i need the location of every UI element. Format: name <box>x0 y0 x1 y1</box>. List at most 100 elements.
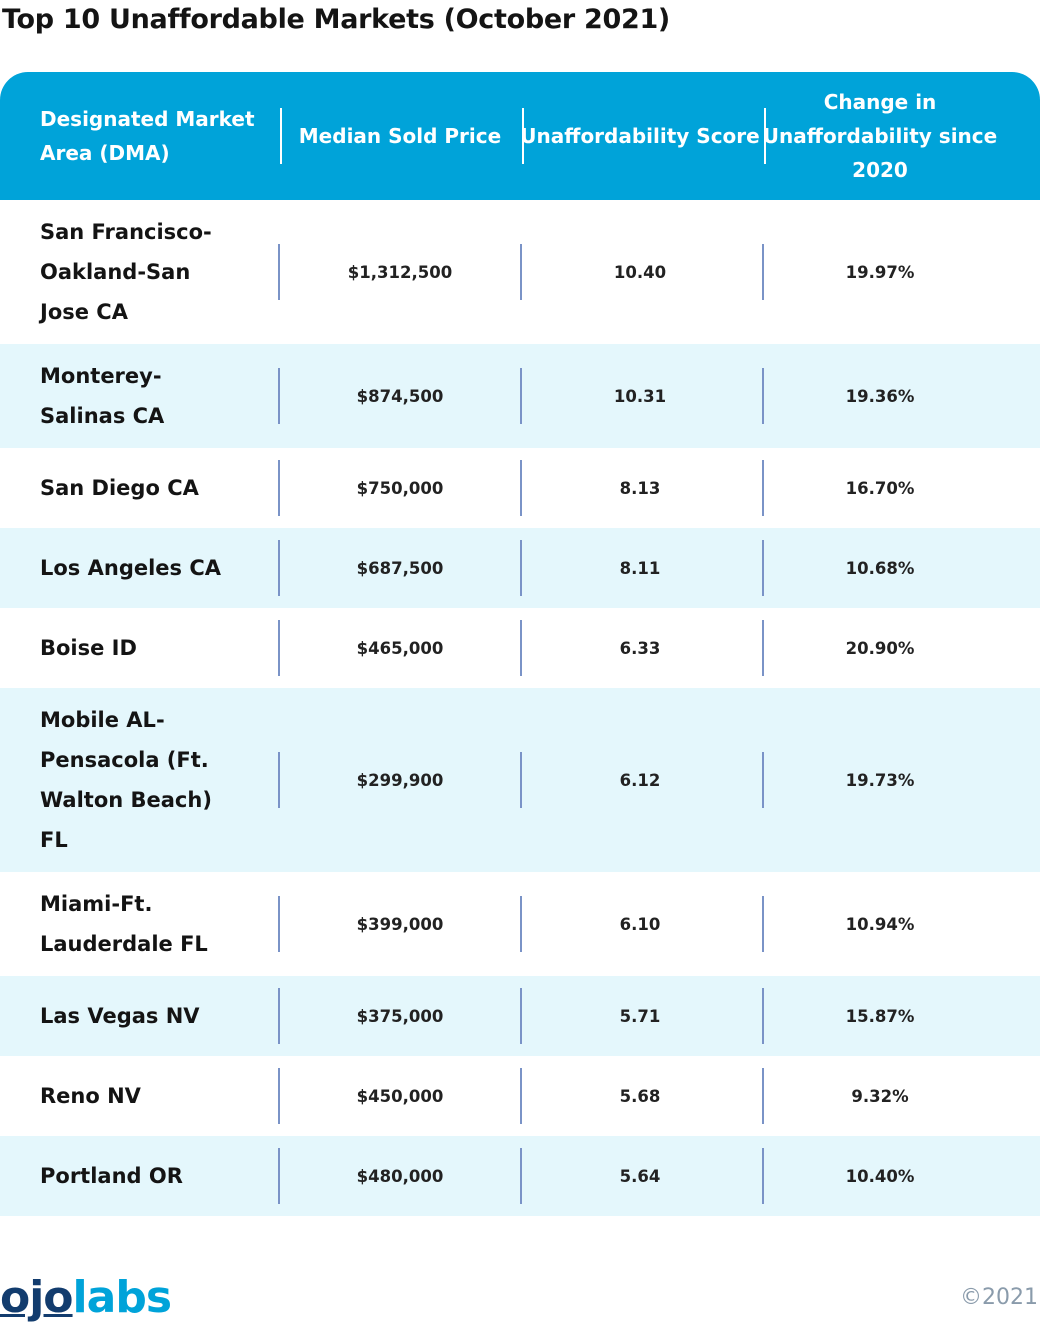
cell-value: 19.73% <box>845 770 915 790</box>
cell-value: $450,000 <box>356 1086 444 1106</box>
cell-dma: Los Angeles CA <box>40 528 276 608</box>
cell-score: 10.40 <box>520 200 760 344</box>
column-divider <box>762 620 764 676</box>
column-divider <box>762 540 764 596</box>
cell-change: 10.94% <box>762 872 998 976</box>
cell-value: 5.71 <box>619 1006 661 1026</box>
column-divider <box>278 620 280 676</box>
cell-median-price: $450,000 <box>282 1056 518 1136</box>
cell-dma: Las Vegas NV <box>40 976 276 1056</box>
market-name: Miami-Ft. Lauderdale FL <box>40 892 208 956</box>
cell-change: 9.32% <box>762 1056 998 1136</box>
column-divider <box>520 988 522 1044</box>
column-divider <box>520 244 522 300</box>
header-divider <box>522 108 524 164</box>
cell-value: $687,500 <box>356 558 444 578</box>
header-dma: Designated Market Area (DMA) <box>40 72 276 200</box>
column-divider <box>278 540 280 596</box>
column-divider <box>520 1148 522 1204</box>
cell-score: 10.31 <box>520 344 760 448</box>
cell-score: 5.68 <box>520 1056 760 1136</box>
cell-median-price: $299,900 <box>282 688 518 872</box>
cell-change: 19.36% <box>762 344 998 448</box>
header-change: Change in Unaffordability since 2020 <box>762 72 998 200</box>
cell-value: 10.68% <box>845 558 915 578</box>
chart-title: Top 10 Unaffordable Markets (October 202… <box>2 4 670 35</box>
column-divider <box>762 896 764 952</box>
cell-change: 20.90% <box>762 608 998 688</box>
logo-labs: labs <box>72 1272 172 1323</box>
table-row: Miami-Ft. Lauderdale FL $399,000 6.10 10.94… <box>0 872 1040 976</box>
cell-value: 19.97% <box>845 262 915 282</box>
cell-dma: Portland OR <box>40 1136 276 1216</box>
header-score-label: Unaffordability Score <box>520 124 760 148</box>
cell-value: 10.94% <box>845 914 915 934</box>
table-row: San Diego CA $750,000 8.13 16.70% <box>0 448 1040 528</box>
column-divider <box>762 460 764 516</box>
markets-table: Designated Market Area (DMA) Median Sold … <box>0 72 1040 1216</box>
cell-dma: Mobile AL-Pensacola (Ft. Walton Beach) F… <box>40 688 276 872</box>
cell-dma: Reno NV <box>40 1056 276 1136</box>
cell-value: $874,500 <box>356 386 444 406</box>
column-divider <box>278 368 280 424</box>
cell-change: 19.73% <box>762 688 998 872</box>
ojolabs-logo: ojolabs <box>0 1272 172 1323</box>
market-name: Monterey-Salinas CA <box>40 364 165 428</box>
column-divider <box>520 752 522 808</box>
cell-value: 10.40 <box>613 262 667 282</box>
cell-value: 8.13 <box>619 478 661 498</box>
table-header: Designated Market Area (DMA) Median Sold … <box>0 72 1040 200</box>
header-change-label: Change in Unaffordability since 2020 <box>762 90 998 182</box>
column-divider <box>762 244 764 300</box>
column-divider <box>520 368 522 424</box>
cell-median-price: $465,000 <box>282 608 518 688</box>
table-body: San Francisco-Oakland-San Jose CA $1,312,… <box>0 200 1040 1216</box>
cell-median-price: $375,000 <box>282 976 518 1056</box>
cell-score: 8.11 <box>520 528 760 608</box>
market-name: San Francisco-Oakland-San Jose CA <box>40 220 212 324</box>
market-name: Portland OR <box>40 1164 183 1188</box>
cell-change: 16.70% <box>762 448 998 528</box>
column-divider <box>520 540 522 596</box>
cell-median-price: $687,500 <box>282 528 518 608</box>
table-row: Portland OR $480,000 5.64 10.40% <box>0 1136 1040 1216</box>
cell-value: $480,000 <box>356 1166 444 1186</box>
cell-dma: San Francisco-Oakland-San Jose CA <box>40 200 276 344</box>
cell-median-price: $874,500 <box>282 344 518 448</box>
table-row: Mobile AL-Pensacola (Ft. Walton Beach) F… <box>0 688 1040 872</box>
cell-value: 8.11 <box>619 558 661 578</box>
header-divider <box>280 108 282 164</box>
cell-value: 5.68 <box>619 1086 661 1106</box>
market-name: Boise ID <box>40 636 137 660</box>
table-row: Boise ID $465,000 6.33 20.90% <box>0 608 1040 688</box>
cell-dma: Miami-Ft. Lauderdale FL <box>40 872 276 976</box>
cell-change: 15.87% <box>762 976 998 1056</box>
cell-value: $299,900 <box>356 770 444 790</box>
market-name: Los Angeles CA <box>40 556 222 580</box>
market-name: Reno NV <box>40 1084 141 1108</box>
header-score: Unaffordability Score <box>520 72 760 200</box>
table-row: Las Vegas NV $375,000 5.71 15.87% <box>0 976 1040 1056</box>
cell-change: 19.97% <box>762 200 998 344</box>
table-row: San Francisco-Oakland-San Jose CA $1,312,… <box>0 200 1040 344</box>
column-divider <box>762 988 764 1044</box>
column-divider <box>278 752 280 808</box>
cell-value: 5.64 <box>619 1166 661 1186</box>
cell-median-price: $399,000 <box>282 872 518 976</box>
cell-value: $750,000 <box>356 478 444 498</box>
copyright: ©2021 <box>960 1285 1038 1310</box>
column-divider <box>762 368 764 424</box>
cell-score: 5.64 <box>520 1136 760 1216</box>
table-row: Los Angeles CA $687,500 8.11 10.68% <box>0 528 1040 608</box>
column-divider <box>762 1148 764 1204</box>
market-name: Mobile AL-Pensacola (Ft. Walton Beach) F… <box>40 708 212 852</box>
cell-value: 16.70% <box>845 478 915 498</box>
column-divider <box>520 896 522 952</box>
cell-value: 10.40% <box>845 1166 915 1186</box>
column-divider <box>278 988 280 1044</box>
column-divider <box>278 460 280 516</box>
market-name: San Diego CA <box>40 476 199 500</box>
cell-median-price: $480,000 <box>282 1136 518 1216</box>
cell-value: 20.90% <box>845 638 915 658</box>
cell-value: 6.12 <box>619 770 661 790</box>
